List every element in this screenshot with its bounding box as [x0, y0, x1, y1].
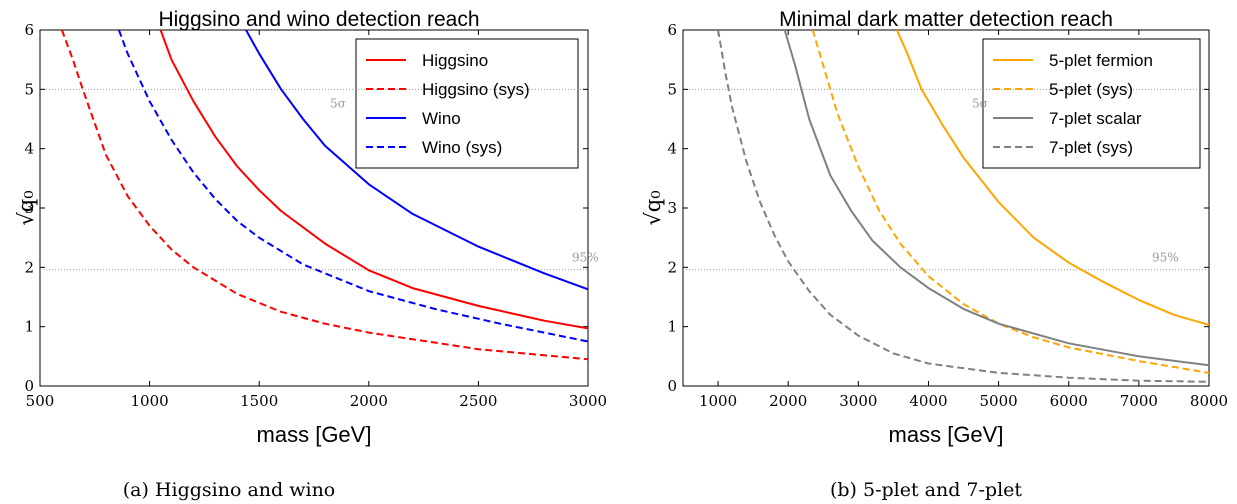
reference-label: 95%	[1152, 251, 1179, 265]
y-tick-label: 6	[667, 21, 677, 39]
y-axis-label: √q₀	[641, 190, 665, 225]
y-tick-label: 4	[667, 140, 677, 158]
x-axis-label: mass [GeV]	[889, 422, 1004, 447]
x-tick-label: 500	[26, 392, 55, 410]
legend-label: Higgsino (sys)	[422, 80, 530, 99]
y-tick-label: 5	[24, 80, 34, 98]
reference-label: 5σ	[330, 96, 346, 110]
series-line	[783, 30, 1209, 367]
x-tick-label: 1000	[131, 392, 169, 410]
x-tick-label: 2500	[459, 392, 497, 410]
y-tick-label: 3	[24, 199, 34, 217]
series-line	[117, 30, 588, 343]
caption: (b) 5-plet and 7-plet	[830, 479, 1022, 501]
panel-a: Higgsino and wino detection reach √q₀ ma…	[14, 8, 589, 501]
series-line	[717, 30, 1209, 383]
y-tick-label: 4	[24, 140, 34, 158]
x-tick-label: 5000	[980, 392, 1018, 410]
y-axis-label: √q₀	[14, 190, 38, 225]
legend-label: Higgsino	[422, 51, 488, 70]
legend-label: 5-plet fermion	[1049, 51, 1153, 70]
x-tick-label: 6000	[1050, 392, 1088, 410]
y-tick-label: 5	[667, 80, 677, 98]
x-tick-label: 7000	[1120, 392, 1158, 410]
y-tick-label: 3	[667, 199, 677, 217]
caption: (a) Higgsino and wino	[123, 479, 336, 501]
legend-label: 7-plet scalar	[1049, 109, 1142, 128]
x-tick-label: 3000	[569, 392, 607, 410]
y-tick-label: 2	[667, 258, 677, 276]
series-line	[60, 30, 588, 361]
x-axis-label: mass [GeV]	[257, 422, 372, 447]
legend-label: 7-plet (sys)	[1049, 138, 1133, 157]
x-tick-label: 1500	[240, 392, 278, 410]
reference-label: 95%	[572, 251, 599, 265]
y-tick-label: 1	[24, 318, 34, 336]
y-tick-label: 0	[667, 377, 677, 395]
x-tick-label: 1000	[699, 392, 737, 410]
x-tick-label: 3000	[839, 392, 877, 410]
legend-label: Wino (sys)	[422, 138, 502, 157]
x-tick-label: 2000	[769, 392, 807, 410]
x-tick-label: 4000	[909, 392, 947, 410]
series-line	[245, 30, 588, 291]
x-tick-label: 2000	[350, 392, 388, 410]
chart-title: Minimal dark matter detection reach	[779, 8, 1113, 31]
y-tick-label: 6	[24, 21, 34, 39]
reference-label: 5σ	[972, 96, 988, 110]
legend-label: Wino	[422, 109, 461, 128]
chart-title: Higgsino and wino detection reach	[158, 8, 479, 31]
chart-b-marks: 5σ 95% 0 1 2 3 4 5 6 1000 2000 3000 4000 5000 6000 7000…	[667, 21, 1228, 410]
series-line	[895, 30, 1209, 326]
chart-a-marks: 5σ 95% 0 1 2 3 4 5 6 500 1000 1500 2000 2500 3000 Higgs…	[24, 21, 607, 410]
x-tick-label: 8000	[1190, 392, 1228, 410]
y-tick-label: 2	[24, 258, 34, 276]
y-tick-label: 1	[667, 318, 677, 336]
y-tick-label: 0	[24, 377, 34, 395]
legend-label: 5-plet (sys)	[1049, 80, 1133, 99]
series-line	[811, 30, 1209, 374]
series-line	[159, 30, 588, 330]
